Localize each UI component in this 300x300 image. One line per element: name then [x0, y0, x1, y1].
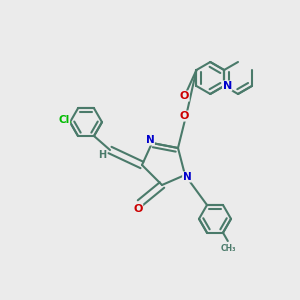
Text: Cl: Cl: [58, 115, 70, 125]
Text: O: O: [133, 204, 143, 214]
Text: O: O: [179, 111, 189, 121]
Text: N: N: [146, 135, 154, 145]
Text: O: O: [180, 91, 189, 101]
Text: CH₃: CH₃: [221, 244, 237, 253]
Text: H: H: [98, 150, 106, 160]
Text: N: N: [183, 172, 191, 182]
Text: N: N: [223, 81, 232, 91]
